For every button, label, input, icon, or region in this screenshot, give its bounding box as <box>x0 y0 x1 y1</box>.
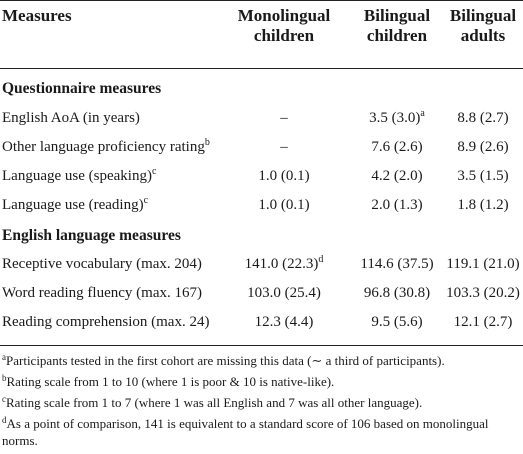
bilingual-adults-value: 1.8 (1.2) <box>457 197 509 213</box>
monolingual-children-value: 103.0 (25.4) <box>247 285 321 301</box>
section-english-language-measures: English language measures <box>2 227 181 244</box>
monolingual-children-value: 141.0 (22.3)d <box>244 254 324 273</box>
bilingual-adults-value: 3.5 (1.5) <box>457 168 509 184</box>
bilingual-children-value: 2.0 (1.3) <box>371 197 423 213</box>
monolingual-children-value: 12.3 (4.4) <box>254 314 314 330</box>
table-row: Word reading fluency (max. 167) 103.0 (2… <box>0 285 523 307</box>
row-label: Word reading fluency (max. 167) <box>2 285 202 301</box>
row-label: Language use (speaking)c <box>2 166 157 185</box>
header-bilingual-adults: Bilingual adults <box>449 6 517 45</box>
monolingual-children-value: 1.0 (0.1) <box>258 197 310 213</box>
bilingual-adults-value: 12.1 (2.7) <box>453 314 513 330</box>
footnote-c: cRating scale from 1 to 7 (where 1 was a… <box>2 394 423 411</box>
bilingual-children-value: 4.2 (2.0) <box>371 168 423 184</box>
footnote-b: bRating scale from 1 to 10 (where 1 is p… <box>2 373 335 390</box>
bilingual-children-value: 7.6 (2.6) <box>371 139 423 155</box>
bilingual-adults-value: 8.9 (2.6) <box>457 139 509 155</box>
header-bilingual-children: Bilingual children <box>363 6 431 45</box>
monolingual-children-value: – <box>280 110 288 126</box>
table-top-rule <box>0 0 523 1</box>
table-row: Other language proficiency ratingb – 7.6… <box>0 137 523 161</box>
monolingual-children-value: 1.0 (0.1) <box>258 168 310 184</box>
table-bottom-rule <box>0 345 523 346</box>
row-label: English AoA (in years) <box>2 110 140 126</box>
bilingual-adults-value: 119.1 (21.0) <box>446 256 520 272</box>
footnote-d: dAs a point of comparison, 141 is equiva… <box>2 415 489 449</box>
footnote-a: aParticipants tested in the first cohort… <box>2 352 445 369</box>
bilingual-children-value: 114.6 (37.5) <box>360 256 434 272</box>
table-row: Receptive vocabulary (max. 204) 141.0 (2… <box>0 254 523 278</box>
table-row: English AoA (in years) – 3.5 (3.0)a 8.8 … <box>0 108 523 132</box>
table-row: Reading comprehension (max. 24) 12.3 (4.… <box>0 314 523 336</box>
row-label: Reading comprehension (max. 24) <box>2 314 210 330</box>
bilingual-children-value: 3.5 (3.0)a <box>369 108 425 127</box>
bilingual-children-value: 96.8 (30.8) <box>363 285 431 301</box>
row-label: Receptive vocabulary (max. 204) <box>2 256 202 272</box>
table-row: Language use (reading)c 1.0 (0.1) 2.0 (1… <box>0 195 523 219</box>
monolingual-children-value: – <box>280 139 288 155</box>
row-label: Other language proficiency ratingb <box>2 137 210 156</box>
bilingual-adults-value: 103.3 (20.2) <box>446 285 520 301</box>
bilingual-children-value: 9.5 (5.6) <box>371 314 423 330</box>
table-row: Language use (speaking)c 1.0 (0.1) 4.2 (… <box>0 166 523 190</box>
header-rule <box>0 68 523 69</box>
header-monolingual-children: Monolingual children <box>237 6 331 45</box>
row-label: Language use (reading)c <box>2 195 149 214</box>
header-measures: Measures <box>2 6 72 25</box>
section-questionnaire-measures: Questionnaire measures <box>2 80 162 97</box>
bilingual-adults-value: 8.8 (2.7) <box>457 110 509 126</box>
